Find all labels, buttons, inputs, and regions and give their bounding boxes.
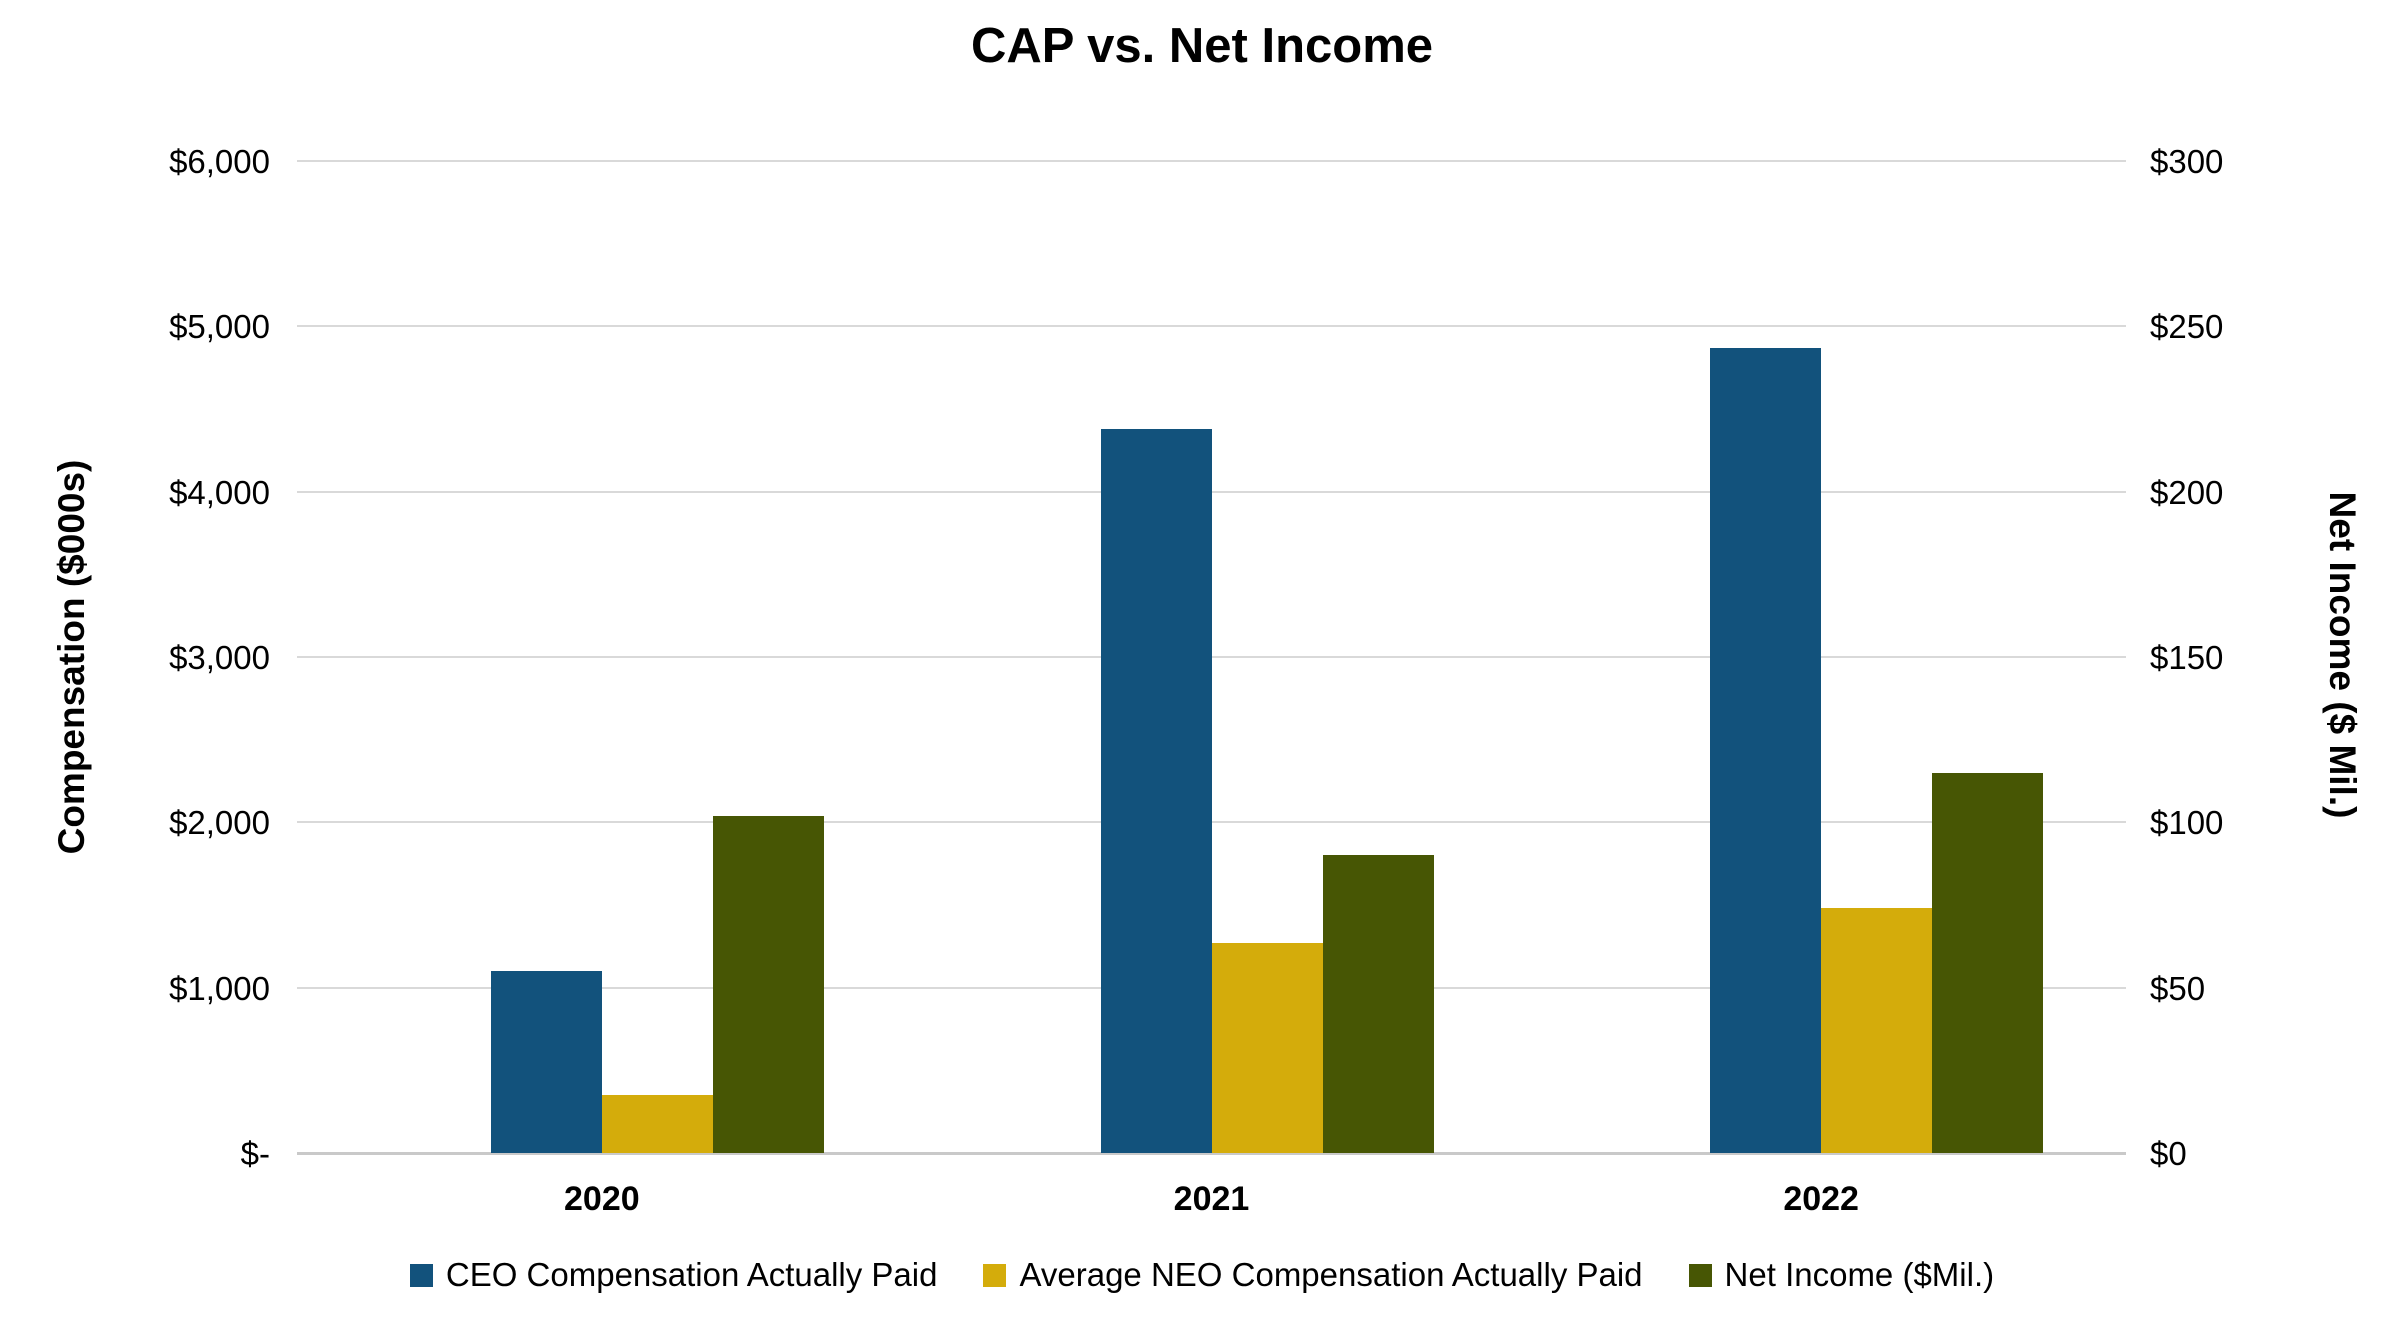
legend-swatch-icon	[983, 1263, 1007, 1287]
legend-swatch-icon	[409, 1263, 433, 1287]
legend-label: Net Income ($Mil.)	[1724, 1256, 1995, 1293]
x-axis-label-2021: 2021	[1173, 1180, 1250, 1218]
x-axis-line	[297, 1152, 2126, 1155]
left-axis-tick: $5,000	[169, 308, 270, 346]
legend-item: CEO Compensation Actually Paid	[409, 1256, 938, 1294]
x-axis-label-2022: 2022	[1783, 1180, 1859, 1218]
legend-item: Average NEO Compensation Actually Paid	[983, 1256, 1643, 1294]
right-axis-tick: $150	[2150, 639, 2224, 676]
gridline	[297, 160, 2126, 162]
legend: CEO Compensation Actually Paid Average NE…	[0, 1256, 2404, 1294]
bar-net-income-mil-2022	[1932, 772, 2044, 1153]
right-axis-tick: $50	[2150, 969, 2206, 1007]
right-axis-tick: $200	[2150, 473, 2224, 511]
legend-swatch-icon	[1688, 1263, 1712, 1287]
bar-net-income-mil-2020	[712, 815, 824, 1153]
left-axis-tick: $6,000	[169, 143, 270, 180]
gridline	[297, 325, 2126, 328]
right-axis-tick: $300	[2150, 143, 2224, 180]
bar-average-neo-compensation-actually-paid-2020	[601, 1095, 713, 1153]
legend-item: Net Income ($Mil.)	[1688, 1256, 1995, 1294]
right-axis-tick: $250	[2150, 308, 2224, 346]
x-axis-label-2020: 2020	[564, 1180, 640, 1218]
bar-average-neo-compensation-actually-paid-2021	[1211, 943, 1323, 1153]
left-axis-tick: $4,000	[169, 473, 270, 511]
left-axis-tick: $2,000	[169, 804, 270, 842]
right-axis-tick: $0	[2150, 1135, 2187, 1172]
gridline	[297, 656, 2126, 658]
left-axis-tick: $3,000	[169, 639, 270, 676]
left-axis-tick: $1,000	[169, 969, 270, 1007]
bar-net-income-mil-2021	[1322, 855, 1434, 1153]
bar-average-neo-compensation-actually-paid-2022	[1821, 908, 1933, 1153]
legend-label: CEO Compensation Actually Paid	[445, 1256, 938, 1293]
left-axis-tick: $-	[240, 1135, 270, 1172]
bar-ceo-compensation-actually-paid-2020	[490, 971, 602, 1153]
gridline	[297, 821, 2126, 824]
bar-ceo-compensation-actually-paid-2022	[1710, 347, 1822, 1153]
bar-ceo-compensation-actually-paid-2021	[1100, 428, 1212, 1153]
gridline	[297, 490, 2126, 493]
plot-area	[297, 160, 2126, 1155]
legend-label: Average NEO Compensation Actually Paid	[1019, 1256, 1643, 1293]
chart-title: CAP vs. Net Income	[970, 19, 1434, 73]
right-axis-tick: $100	[2150, 804, 2224, 842]
